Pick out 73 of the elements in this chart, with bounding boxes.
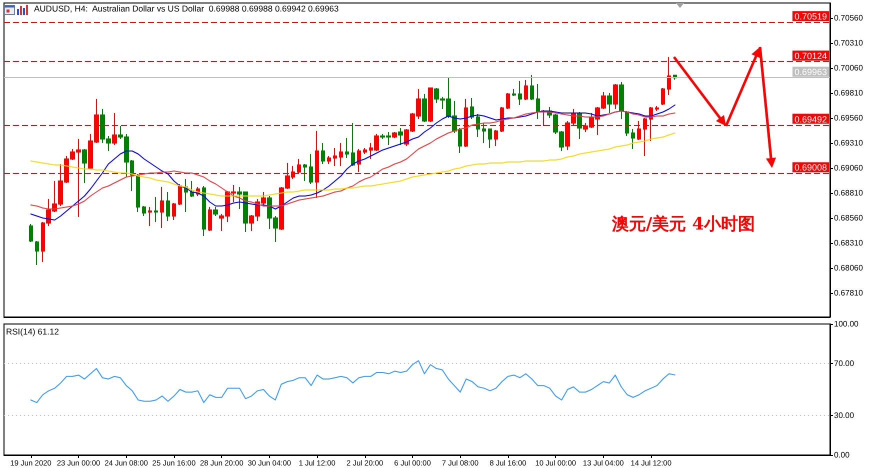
annotation: 澳元/美元 4小时图: [611, 214, 755, 234]
candlestick: [422, 94, 427, 122]
candlestick: [339, 142, 343, 166]
candlestick: [607, 92, 612, 114]
candlestick: [577, 112, 582, 140]
candlestick: [142, 206, 146, 216]
y-tick-label: 100.00: [834, 320, 860, 328]
y-tick-label: 0.69310: [834, 138, 864, 148]
y-tick-label: 0.68810: [834, 188, 864, 198]
candlestick: [309, 154, 313, 184]
candlestick: [613, 84, 618, 110]
candlestick: [154, 196, 158, 222]
y-tick-label: 0.69810: [834, 88, 864, 98]
candlestick: [625, 110, 629, 136]
candlestick: [470, 98, 474, 120]
candlestick: [208, 206, 212, 232]
candlestick: [476, 114, 480, 138]
candlestick: [178, 184, 182, 206]
ref-line-label: 0.69492: [794, 114, 827, 124]
chart-title: RSI(14) 61.12: [6, 326, 60, 336]
candlestick: [351, 122, 355, 166]
candlestick: [29, 224, 33, 242]
candlestick: [524, 80, 528, 100]
y-tick-label: 0.68560: [834, 214, 864, 222]
candlestick: [631, 128, 635, 150]
candlestick: [518, 80, 522, 106]
candlestick: [321, 142, 325, 164]
y-tick-label: 0.00: [834, 450, 850, 460]
candlestick: [160, 186, 164, 228]
y-tick-label: 0.68060: [834, 264, 864, 272]
candlestick: [363, 148, 367, 154]
candlestick: [136, 174, 140, 212]
candlestick: [506, 92, 510, 110]
y-tick-label: 0.68310: [834, 238, 864, 248]
candlestick: [345, 138, 349, 158]
candlestick: [655, 106, 659, 112]
y-tick-label: 0.70310: [834, 38, 864, 48]
candlestick: [35, 240, 39, 266]
ref-line-label: 0.69963: [794, 67, 827, 78]
y-tick-label: 0.70560: [834, 14, 864, 22]
candlestick: [494, 130, 498, 146]
candlestick: [213, 206, 218, 216]
candlestick: [488, 128, 492, 148]
candlestick: [148, 206, 152, 226]
candlestick: [190, 180, 194, 198]
y-tick-label: 0.70060: [834, 64, 864, 72]
y-tick-label: 70.00: [834, 358, 855, 368]
ref-line-label: 0.70124: [794, 51, 827, 62]
candlestick: [482, 122, 486, 144]
candlestick: [327, 156, 331, 164]
candlestick: [202, 186, 206, 236]
candlestick: [303, 164, 307, 182]
candlestick: [392, 132, 397, 138]
candlestick: [82, 148, 87, 184]
candlestick: [166, 192, 170, 222]
ref-line-label: 0.70519: [794, 12, 827, 22]
y-tick-label: 30.00: [834, 411, 855, 420]
ref-line-label: 0.69008: [794, 162, 827, 173]
y-tick-label: 0.67810: [834, 288, 864, 298]
candlestick: [398, 128, 403, 146]
candlestick: [661, 88, 665, 106]
y-tick-label: 0.69560: [834, 114, 864, 122]
candlestick: [512, 88, 516, 96]
y-tick-label: 0.69060: [834, 164, 864, 172]
candlestick: [428, 88, 433, 122]
candlestick: [530, 74, 534, 100]
candlestick: [172, 202, 176, 220]
candlestick: [536, 84, 540, 120]
chart-title: AUDUSD, H4: Australian Dollar vs US Dollar 0.69988 0.69988 0.69942 0.69963: [34, 4, 340, 14]
line-series: [30, 132, 676, 196]
line-series: [30, 360, 676, 404]
candlestick: [619, 82, 624, 120]
candlestick: [333, 148, 337, 166]
